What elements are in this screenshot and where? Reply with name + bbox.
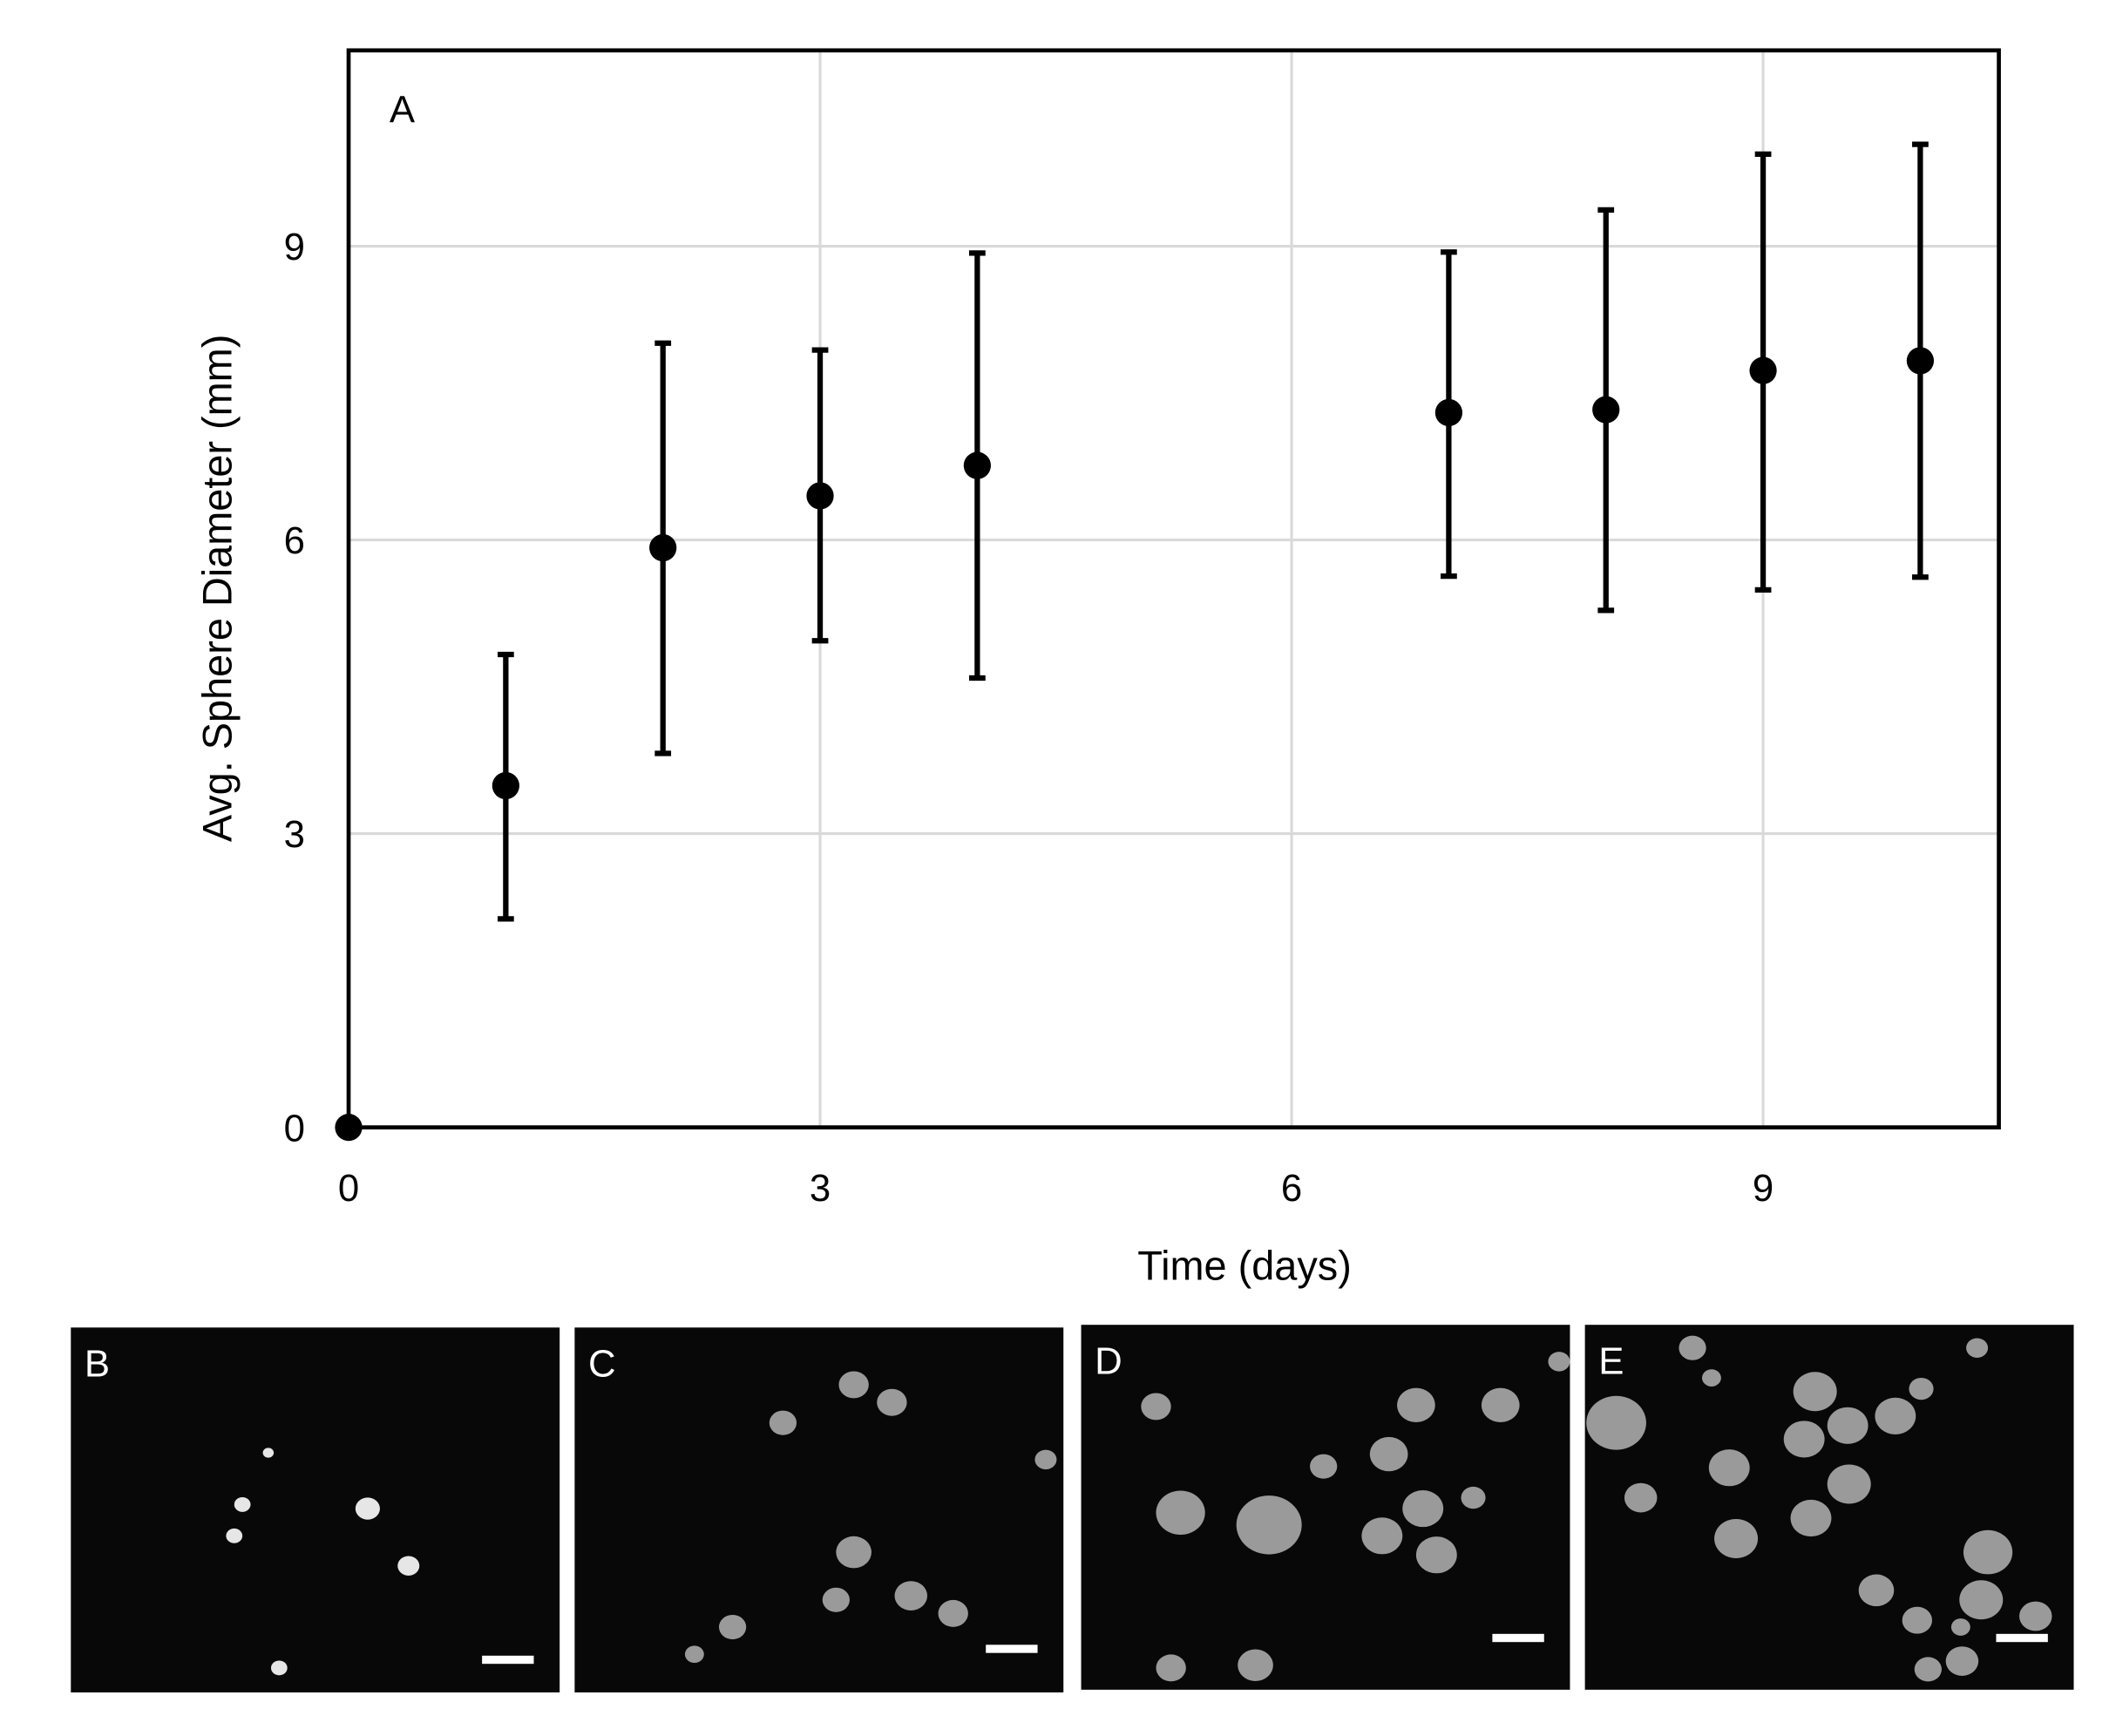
panel-label: C	[588, 1343, 616, 1386]
scale-bar	[1996, 1633, 2048, 1643]
micrograph-image	[574, 1327, 1064, 1693]
sphere	[1714, 1518, 1759, 1558]
sphere	[938, 1599, 968, 1627]
x-tick-label: 3	[810, 1167, 831, 1210]
micrograph-panel-b: B	[71, 1327, 654, 1693]
sphere	[718, 1614, 747, 1640]
sphere	[2019, 1601, 2052, 1631]
sphere	[226, 1528, 243, 1543]
sphere	[1156, 1490, 1205, 1536]
panel-label: B	[85, 1343, 110, 1386]
sphere	[1624, 1482, 1658, 1513]
data-point	[649, 533, 677, 562]
micrograph-panel-c: C	[574, 1327, 1064, 1693]
sphere	[270, 1660, 288, 1676]
panel-label: E	[1598, 1339, 1624, 1382]
x-tick-label: 0	[338, 1167, 359, 1210]
sphere	[1945, 1646, 1979, 1676]
sphere	[1679, 1335, 1706, 1360]
sphere	[397, 1556, 420, 1576]
y-tick-label: 6	[284, 519, 305, 562]
scale-bar	[1492, 1633, 1544, 1643]
sphere	[1156, 1654, 1186, 1682]
sphere	[1361, 1517, 1403, 1555]
sphere	[769, 1410, 797, 1435]
sphere	[1963, 1529, 2013, 1575]
sphere	[838, 1371, 869, 1399]
data-point	[1906, 347, 1935, 375]
y-axis-label: Avg. Sphere Diameter (mm)	[195, 335, 241, 842]
sphere	[1034, 1449, 1057, 1470]
plot-frame	[346, 48, 2001, 1129]
sphere	[894, 1581, 928, 1611]
data-point	[806, 482, 834, 510]
sphere	[1397, 1387, 1435, 1423]
x-tick-label: 9	[1753, 1167, 1774, 1210]
sphere	[1790, 1499, 1832, 1537]
scale-bar	[482, 1655, 534, 1665]
x-axis-label: Time (days)	[1137, 1244, 1352, 1289]
sphere	[1827, 1407, 1868, 1444]
sphere	[1586, 1395, 1646, 1450]
sphere	[234, 1496, 251, 1512]
sphere	[1959, 1580, 2004, 1620]
sphere	[1914, 1657, 1942, 1682]
sphere	[1858, 1574, 1895, 1607]
scale-bar	[986, 1644, 1038, 1653]
sphere	[822, 1587, 850, 1612]
tick-labels: 0 3 6 9 0 3 6 9	[284, 226, 1774, 1210]
sphere	[1783, 1421, 1825, 1458]
micrograph-image	[71, 1327, 560, 1693]
sphere	[1236, 1495, 1302, 1555]
data-point	[1434, 398, 1463, 427]
sphere	[1902, 1606, 1933, 1634]
sphere	[1481, 1387, 1520, 1423]
y-tick-label: 3	[284, 813, 305, 856]
sphere	[1238, 1649, 1273, 1682]
gridlines	[349, 50, 1999, 1128]
sphere	[1875, 1397, 1916, 1434]
y-tick-label: 0	[284, 1107, 305, 1149]
data-marks	[335, 141, 1935, 1142]
data-point	[335, 1114, 363, 1142]
sphere	[1141, 1393, 1171, 1421]
sphere	[1402, 1489, 1444, 1528]
x-tick-label: 6	[1281, 1167, 1302, 1210]
sphere	[836, 1536, 871, 1569]
sphere	[1793, 1372, 1837, 1412]
sphere	[1966, 1338, 1989, 1358]
micrograph-panel-e: E	[1584, 1325, 2074, 1690]
sphere	[1701, 1369, 1721, 1387]
sphere	[355, 1497, 380, 1520]
micrograph-panels: B C D E	[71, 1325, 2074, 1693]
sphere	[877, 1388, 907, 1416]
sphere	[1369, 1436, 1408, 1472]
sphere	[1708, 1449, 1750, 1487]
y-tick-label: 9	[284, 226, 305, 268]
sphere	[1461, 1486, 1486, 1509]
sphere	[1310, 1454, 1338, 1479]
panel-label: D	[1095, 1339, 1122, 1382]
sphere	[1909, 1377, 1934, 1400]
sphere	[684, 1645, 704, 1664]
data-point	[492, 771, 519, 800]
sphere	[1415, 1536, 1457, 1574]
data-point	[1592, 396, 1620, 424]
sphere	[1950, 1618, 1970, 1636]
panel-label-a: A	[390, 89, 416, 132]
data-point	[963, 451, 991, 479]
micrograph-panel-d: D	[1081, 1325, 1570, 1690]
sphere	[1827, 1464, 1871, 1504]
sphere	[1548, 1352, 1570, 1372]
sphere	[262, 1448, 275, 1458]
data-point	[1749, 356, 1777, 384]
